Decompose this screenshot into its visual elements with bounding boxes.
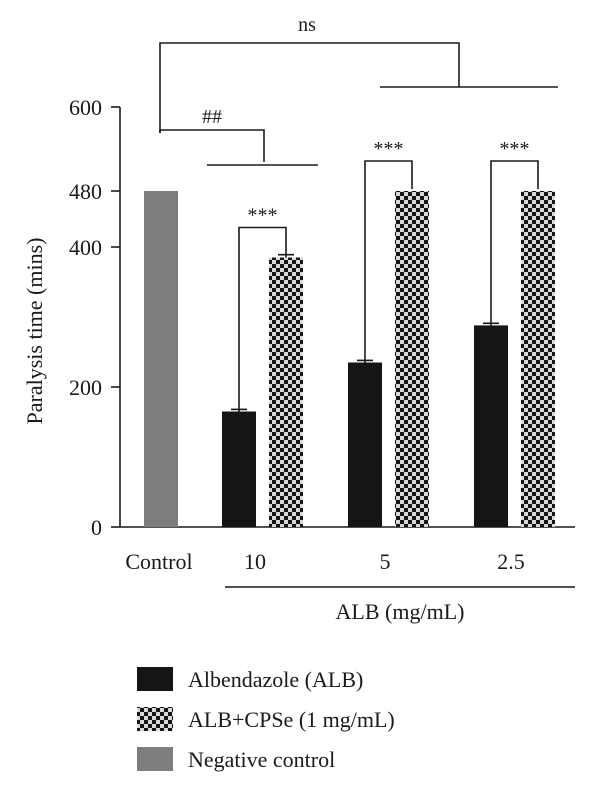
- bar-1-3: [521, 191, 555, 527]
- stars-label: ***: [248, 205, 278, 227]
- stars-bracket: [238, 226, 287, 410]
- hash-bracket: [159, 129, 265, 162]
- bar-0-2: [348, 362, 382, 527]
- stars-bracket: [364, 160, 413, 361]
- bar-1-2: [395, 191, 429, 527]
- x-group-label: ALB (mg/mL): [336, 599, 465, 624]
- legend-swatch-0: [137, 667, 173, 691]
- bar-0-3: [474, 325, 508, 527]
- legend-label-0: Albendazole (ALB): [188, 667, 363, 692]
- ns-bracket: [159, 42, 460, 133]
- legend: Albendazole (ALB) ALB+CPSe (1 mg/mL) Negat…: [137, 667, 395, 772]
- y-tick-label: 200: [69, 375, 102, 400]
- stars-bracket: [490, 160, 539, 324]
- x-tick-label: 5: [380, 549, 391, 574]
- x-tick-label: 2.5: [497, 549, 525, 574]
- legend-label-1: ALB+CPSe (1 mg/mL): [188, 707, 395, 732]
- y-tick-label: 480: [69, 179, 102, 204]
- x-tick-label: Control: [125, 549, 192, 574]
- bar-2-0: [144, 191, 178, 527]
- hash-label: ##: [202, 106, 222, 128]
- x-tick-label: 10: [244, 549, 266, 574]
- bar-0-1: [222, 411, 256, 527]
- legend-label-2: Negative control: [188, 747, 335, 772]
- y-tick-label: 600: [69, 95, 102, 120]
- ns-label: ns: [298, 14, 316, 36]
- stars-label: ***: [374, 138, 404, 160]
- y-tick-label: 400: [69, 235, 102, 260]
- legend-swatch-1: [137, 707, 173, 731]
- legend-swatch-2: [137, 747, 173, 771]
- y-axis-title: Paralysis time (mins): [22, 238, 47, 425]
- y-tick-label: 0: [91, 515, 102, 540]
- stars-label: ***: [500, 138, 530, 160]
- bar-1-1: [269, 257, 303, 527]
